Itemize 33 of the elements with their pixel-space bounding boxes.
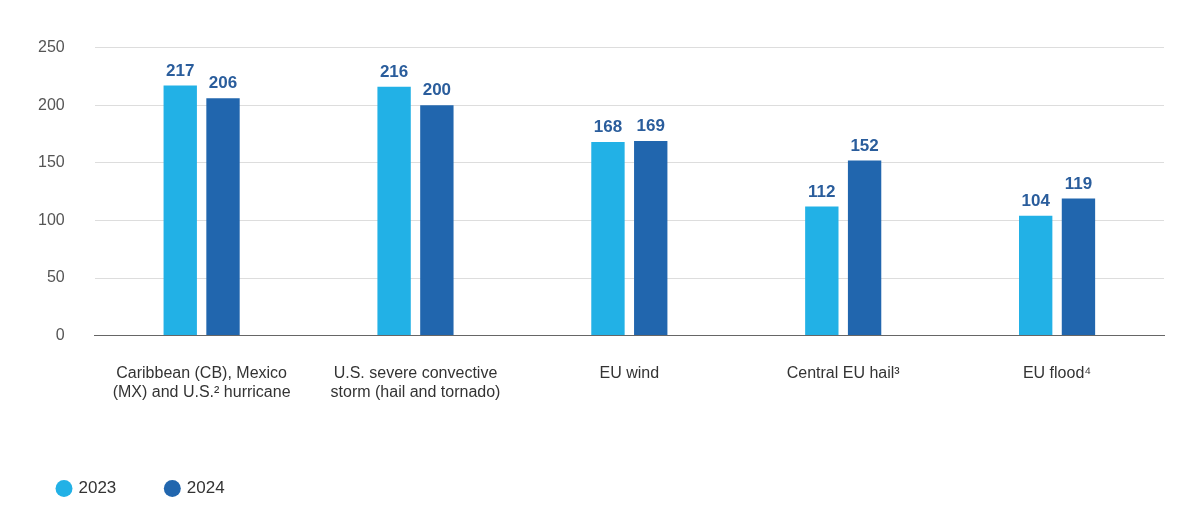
y-tick-label: 250 (37, 38, 65, 56)
bar (206, 98, 240, 336)
x-tick-label: Caribbean (CB), Mexico (MX) and U.S.² hurricane (112, 363, 291, 400)
bar (847, 160, 882, 336)
bar (377, 86, 411, 336)
data-label: 206 (208, 73, 238, 93)
bar (1019, 215, 1053, 336)
y-tick-label: 200 (37, 95, 65, 113)
bar (591, 142, 625, 336)
legend-label: 2024 (186, 478, 225, 498)
data-label: 200 (422, 80, 452, 100)
y-tick-label: 50 (46, 268, 65, 286)
data-label: 112 (808, 181, 836, 201)
data-label: 168 (593, 117, 623, 137)
data-label: 217 (166, 60, 195, 80)
bar (634, 140, 668, 336)
y-tick-label: 0 (55, 326, 65, 344)
x-tick-label: U.S. severe convective storm (hail and tornado) (330, 363, 501, 400)
data-label: 104 (1021, 190, 1051, 210)
x-tick-label: Central EU hail³ (786, 363, 901, 381)
data-label: 169 (636, 116, 665, 136)
bar (420, 105, 454, 336)
bar (163, 85, 197, 336)
y-tick-label: 150 (37, 153, 65, 171)
data-label: 216 (379, 61, 409, 81)
bar (1061, 198, 1096, 336)
bar (805, 206, 839, 336)
data-label: 119 (1064, 173, 1093, 193)
x-tick-label: EU flood⁴ (1022, 363, 1092, 381)
y-tick-label: 100 (37, 210, 65, 228)
legend-label: 2023 (78, 478, 117, 498)
data-label: 152 (850, 135, 879, 155)
x-tick-label: EU wind (599, 363, 660, 381)
